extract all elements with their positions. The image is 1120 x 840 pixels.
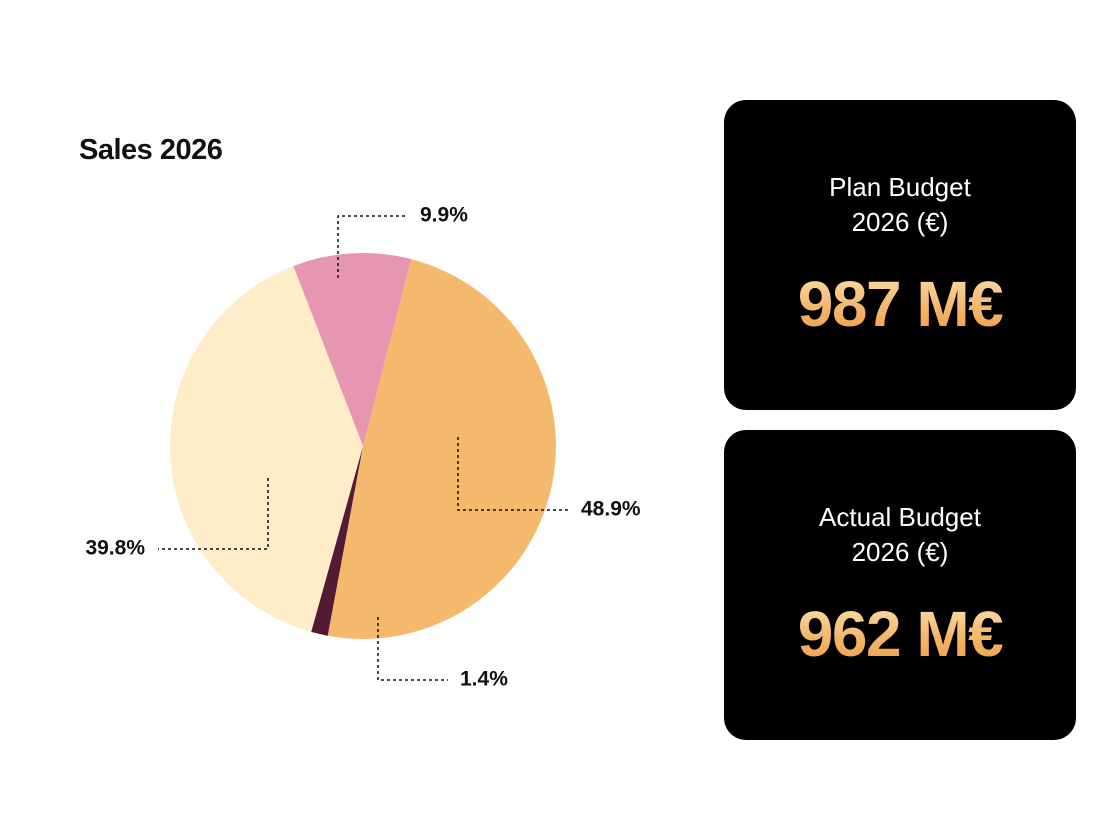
- slice-percent-label: 1.4%: [460, 668, 508, 691]
- slice-percent-label: 39.8%: [85, 537, 145, 560]
- pie-slice: [327, 259, 556, 639]
- pie-chart: 48.9% 1.4% 39.8% 9.9%: [85, 204, 641, 691]
- actual-budget-value: 962 M€: [724, 598, 1076, 670]
- actual-budget-label-line1: Actual Budget: [819, 502, 981, 532]
- actual-budget-label: Actual Budget 2026 (€): [724, 500, 1076, 570]
- plan-budget-value: 987 M€: [724, 268, 1076, 340]
- pie-slice: [311, 446, 363, 636]
- plan-budget-label: Plan Budget 2026 (€): [724, 170, 1076, 240]
- actual-budget-card: Actual Budget 2026 (€) 962 M€: [724, 430, 1076, 740]
- leader-line: [377, 617, 448, 681]
- chart-title: Sales 2026: [79, 134, 223, 166]
- plan-budget-label-line2: 2026 (€): [851, 207, 949, 237]
- plan-budget-card: Plan Budget 2026 (€) 987 M€: [724, 100, 1076, 410]
- leader-line: [337, 215, 408, 278]
- leader-line: [158, 478, 269, 550]
- slice-percent-label: 9.9%: [420, 204, 468, 227]
- pie-slice: [293, 253, 412, 446]
- pie-slice: [169, 265, 363, 632]
- slice-percent-label: 48.9%: [581, 498, 641, 521]
- leader-line: [457, 437, 570, 511]
- plan-budget-label-line1: Plan Budget: [829, 172, 971, 202]
- actual-budget-label-line2: 2026 (€): [851, 537, 949, 567]
